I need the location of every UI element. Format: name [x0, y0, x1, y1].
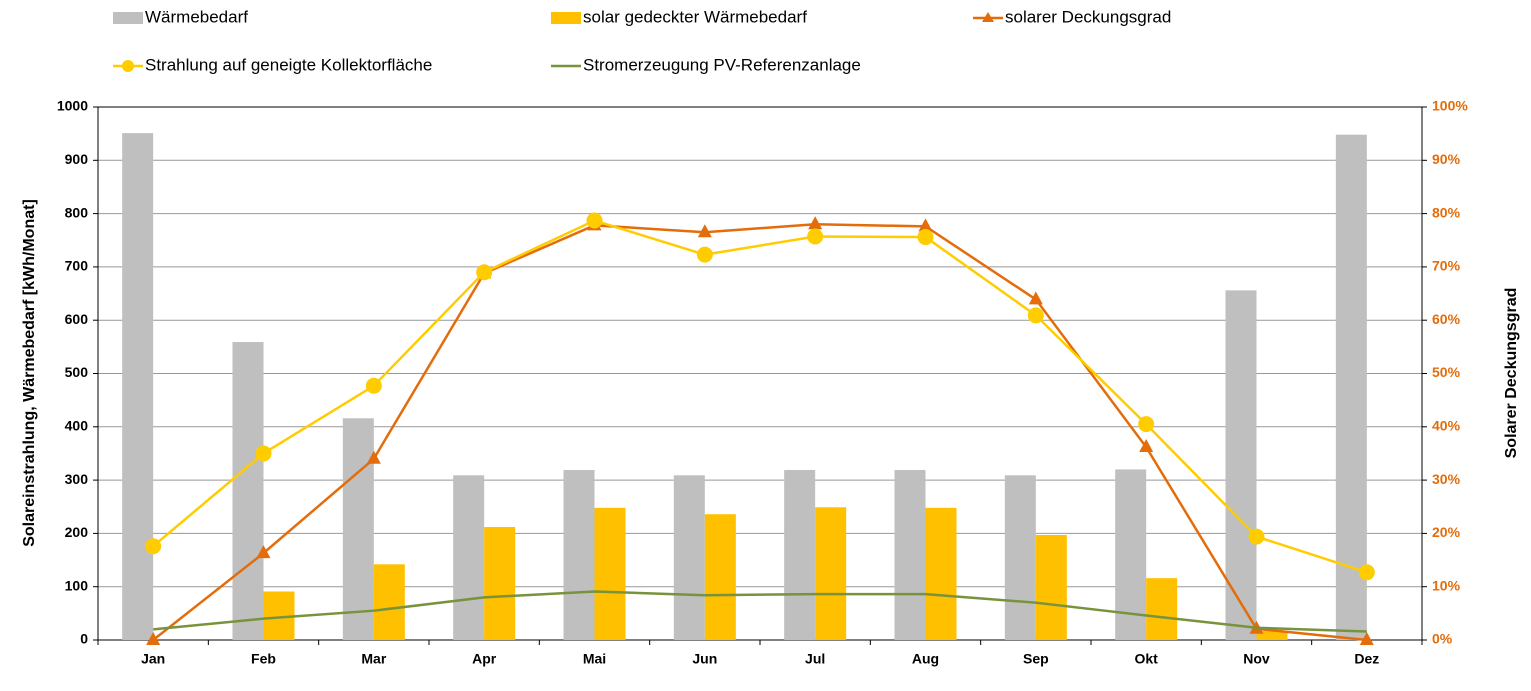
x-tick-label: Okt: [1134, 651, 1158, 667]
bar: [784, 469, 816, 640]
bar: [373, 564, 405, 640]
bar: [894, 469, 926, 640]
bar: [815, 507, 847, 640]
point: [1359, 632, 1374, 645]
y2-tick-label: 60%: [1432, 311, 1461, 327]
bar: [1004, 475, 1036, 640]
x-tick-label: Feb: [251, 651, 276, 667]
point: [366, 450, 381, 464]
point: [1028, 291, 1043, 305]
legend-label: Strahlung auf geneigte Kollektorfläche: [145, 55, 432, 74]
point: [808, 216, 823, 230]
y-tick-label: 900: [65, 151, 89, 167]
bar: [232, 342, 264, 640]
y-tick-label: 600: [65, 311, 89, 327]
point: [255, 445, 272, 462]
x-tick-label: Apr: [472, 651, 497, 667]
line: [152, 223, 1367, 642]
bar: [1035, 534, 1067, 640]
point: [1358, 564, 1375, 581]
y-tick-label: 300: [65, 471, 89, 487]
point: [807, 228, 824, 245]
line: [152, 219, 1368, 574]
y-tick-label: 700: [65, 258, 89, 274]
point: [146, 632, 161, 645]
legend-label: solarer Deckungsgrad: [1005, 7, 1171, 26]
legend-swatch: [551, 12, 581, 24]
x-tick-label: Nov: [1243, 651, 1270, 667]
legend-label: Stromerzeugung PV-Referenzanlage: [583, 55, 861, 74]
x-tick-label: Dez: [1354, 651, 1379, 667]
y-tick-label: 800: [65, 204, 89, 220]
y-tick-label: 0: [80, 631, 88, 647]
bar: [673, 475, 705, 640]
point: [145, 538, 162, 555]
y2-tick-label: 100%: [1432, 98, 1468, 114]
bar: [1256, 630, 1288, 640]
y2-axis-title: Solarer Deckungsgrad: [1503, 288, 1520, 459]
point: [917, 229, 934, 246]
point: [1139, 439, 1154, 453]
legend-swatch: [113, 12, 143, 24]
bar: [122, 133, 154, 640]
y-tick-label: 100: [65, 577, 89, 593]
y2-tick-label: 10%: [1432, 577, 1461, 593]
legend-label: solar gedeckter Wärmebedarf: [583, 7, 807, 26]
x-tick-label: Jun: [692, 651, 717, 667]
y-tick-label: 200: [65, 524, 89, 540]
y2-tick-label: 90%: [1432, 151, 1461, 167]
y-tick-label: 1000: [57, 98, 88, 114]
y2-tick-label: 70%: [1432, 258, 1461, 274]
y-tick-label: 500: [65, 364, 89, 380]
point: [696, 246, 713, 263]
point: [918, 218, 933, 232]
x-tick-label: Mar: [361, 651, 386, 667]
bar: [704, 514, 736, 640]
point: [365, 377, 382, 394]
x-tick-label: Jan: [141, 651, 165, 667]
y2-tick-label: 20%: [1432, 524, 1461, 540]
y2-tick-label: 80%: [1432, 204, 1461, 220]
bar: [453, 475, 485, 640]
bar: [484, 527, 516, 640]
x-tick-label: Jul: [805, 651, 825, 667]
y2-tick-label: 30%: [1432, 471, 1461, 487]
legend-marker: [122, 60, 134, 72]
x-tick-label: Sep: [1023, 651, 1049, 667]
legend-label: Wärmebedarf: [145, 7, 248, 26]
y-tick-label: 400: [65, 418, 89, 434]
bar: [1335, 134, 1367, 640]
bar: [1225, 290, 1257, 640]
bar: [925, 507, 957, 640]
x-tick-label: Mai: [583, 651, 606, 667]
y2-tick-label: 50%: [1432, 364, 1461, 380]
y2-tick-label: 40%: [1432, 418, 1461, 434]
bar: [342, 418, 374, 640]
point: [586, 212, 603, 229]
bar: [594, 507, 626, 640]
legend-marker: [982, 12, 994, 22]
y-axis-title: Solareinstrahlung, Wärmebedarf [kWh/Mona…: [21, 199, 38, 547]
point: [476, 264, 493, 281]
line: [153, 590, 1367, 633]
point: [1027, 307, 1044, 324]
point: [1248, 528, 1265, 545]
point: [256, 545, 271, 559]
point: [1138, 416, 1155, 433]
bar: [1146, 578, 1178, 640]
point: [697, 224, 712, 238]
x-tick-label: Aug: [912, 651, 939, 667]
y2-tick-label: 0%: [1432, 631, 1453, 647]
bar: [563, 469, 595, 640]
